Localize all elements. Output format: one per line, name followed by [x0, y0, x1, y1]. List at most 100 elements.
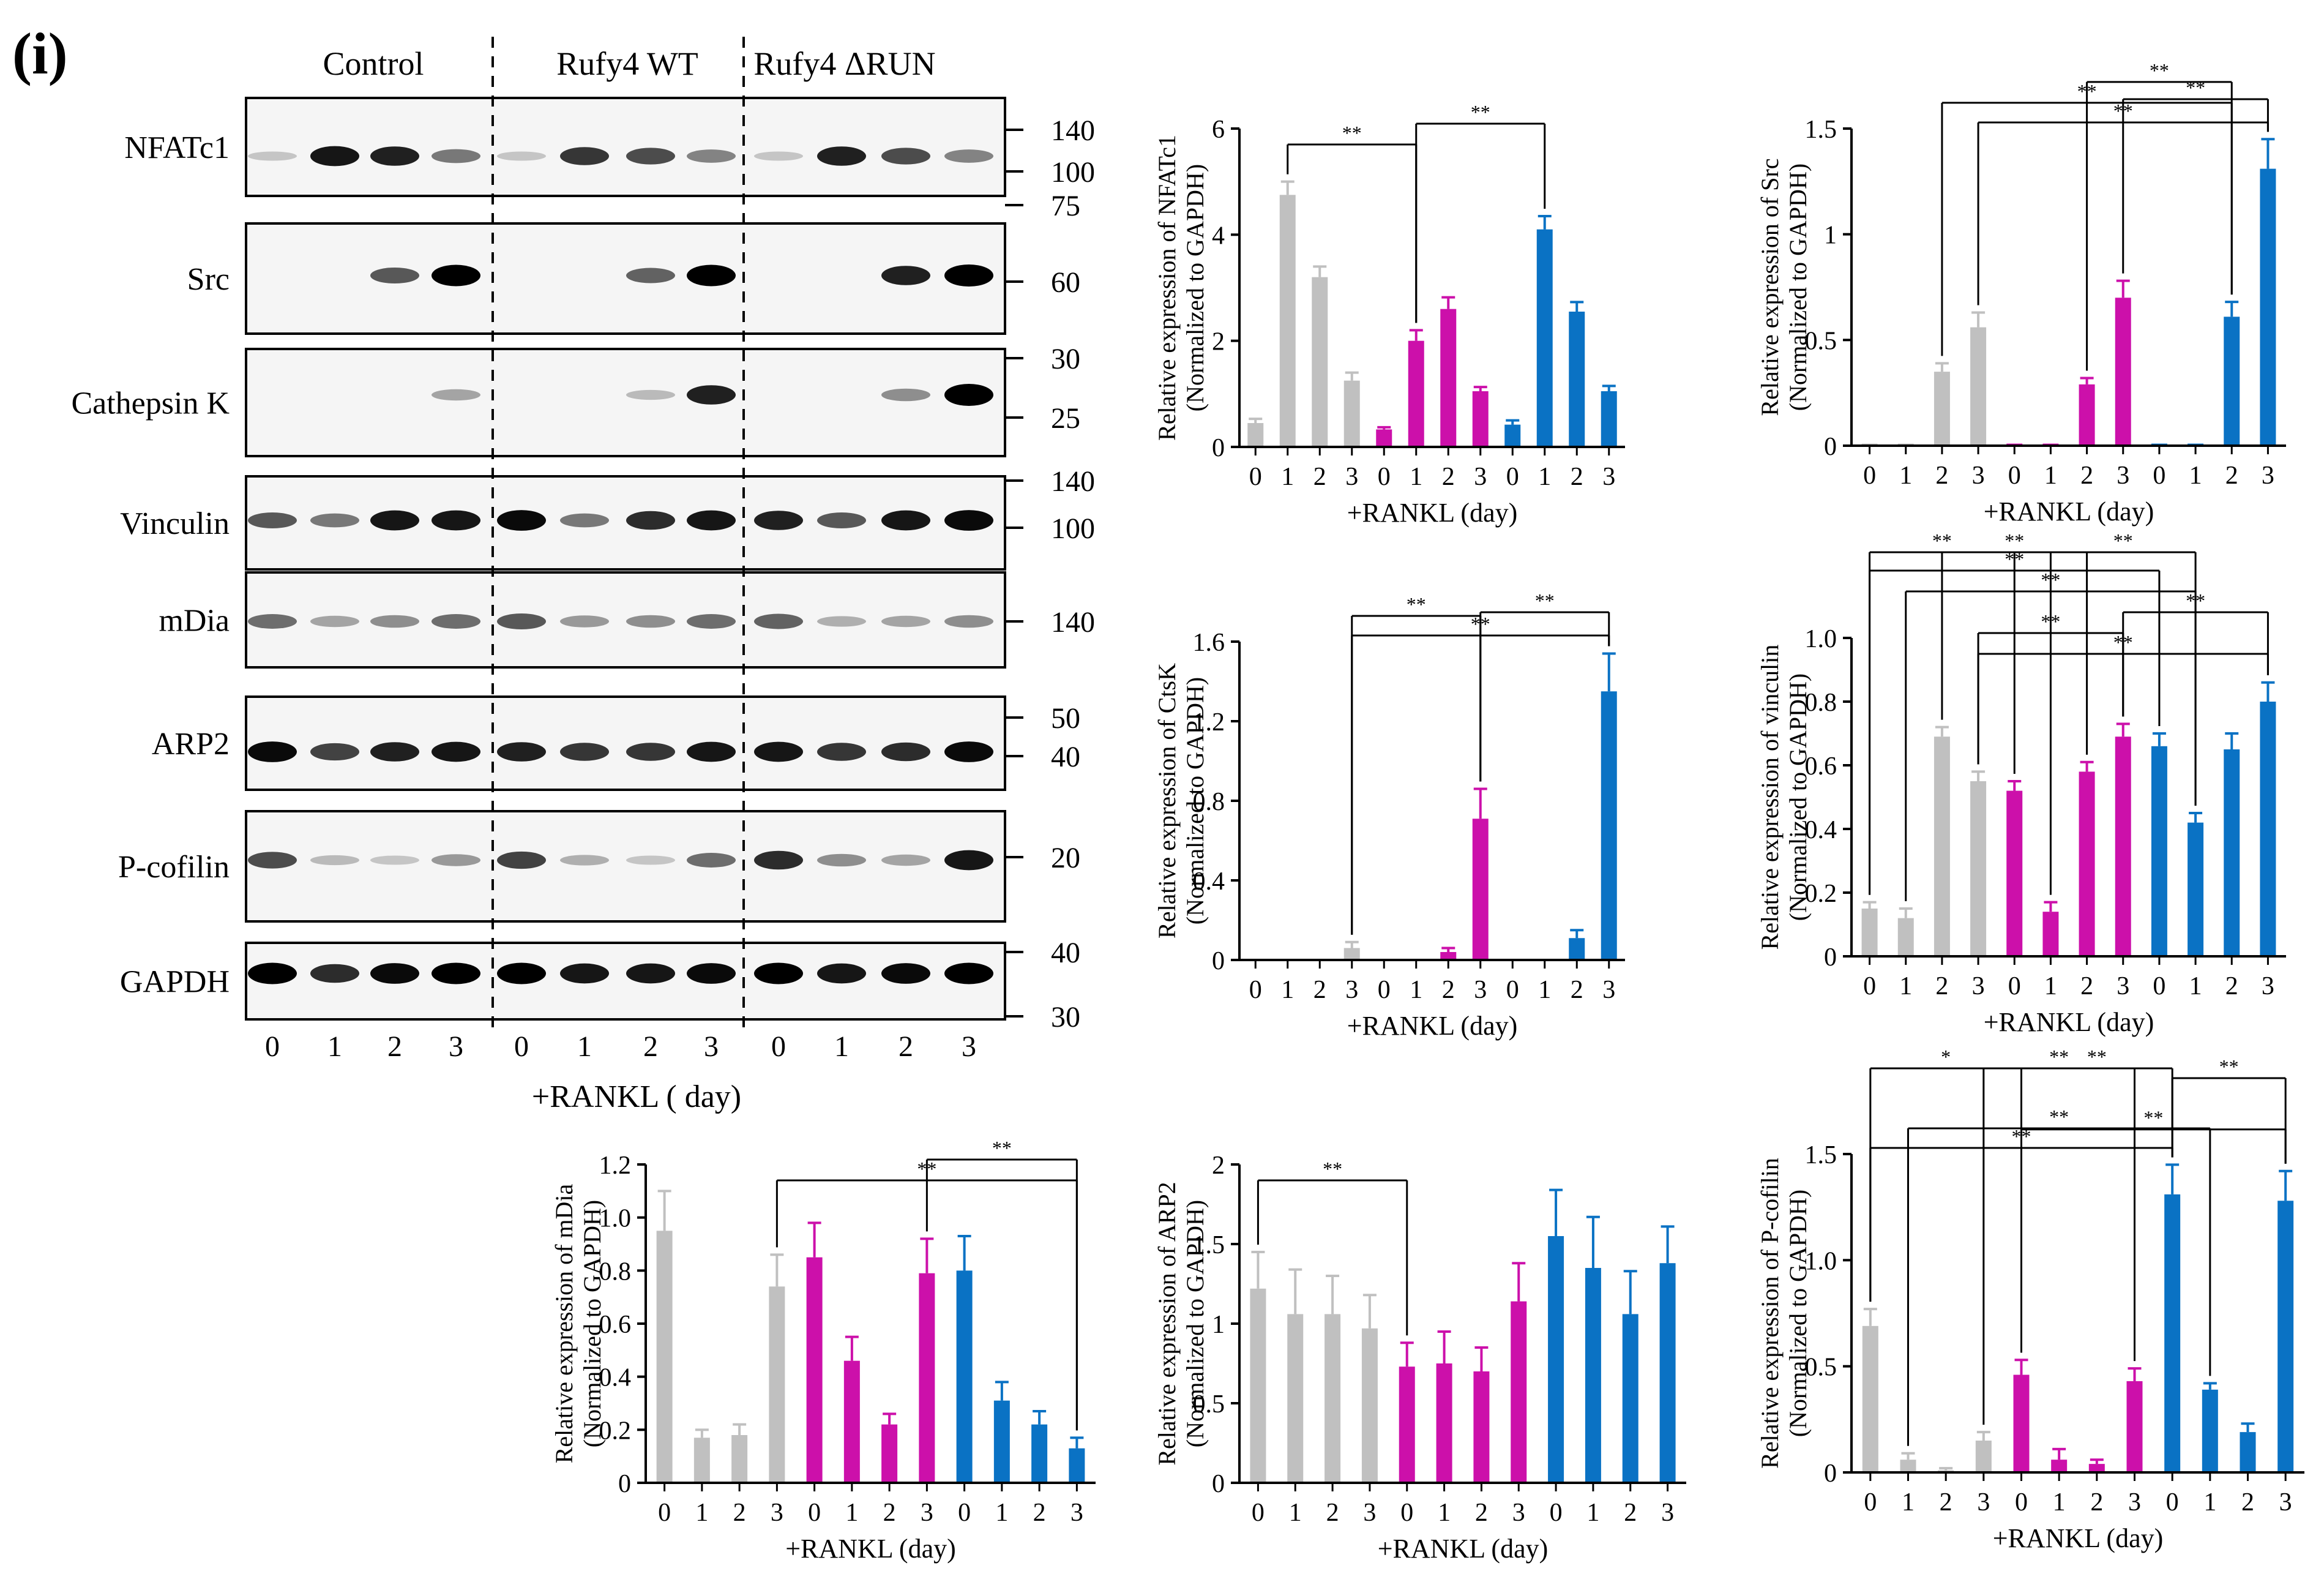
- x-tick-label: 1: [2203, 1488, 2216, 1516]
- blot-band: [370, 855, 419, 865]
- y-axis-label-sub: (Normalized to GAPDH): [1784, 673, 1812, 921]
- bar: [1862, 1325, 1878, 1472]
- y-tick-label: 0.8: [599, 1258, 632, 1286]
- blot-band: [687, 853, 736, 868]
- blot-band: [817, 512, 866, 529]
- bar: [1361, 1328, 1378, 1483]
- x-tick-label: 2: [2080, 462, 2093, 490]
- bar: [1031, 1424, 1048, 1483]
- marker-label: 60: [1051, 266, 1080, 299]
- bar: [2260, 168, 2276, 446]
- bar: [806, 1257, 823, 1483]
- blot-band: [248, 151, 297, 161]
- x-tick-label: 1: [2044, 972, 2057, 1000]
- blot-band: [944, 615, 993, 628]
- x-tick-label: 0: [1863, 972, 1876, 1000]
- x-tick-label: 3: [1345, 463, 1358, 491]
- x-tick-label: 1: [2189, 462, 2202, 490]
- bar: [1659, 1263, 1676, 1483]
- blot-band: [881, 615, 930, 628]
- chart-3: 00.40.81.21.60 1 2 3 0 1 2 3 0 1 2 3+RANKL (day)Rel…: [1153, 590, 1625, 1041]
- x-tick-label: 2: [2080, 972, 2093, 1000]
- blot-band: [370, 742, 419, 762]
- y-tick-label: 0.6: [599, 1311, 632, 1339]
- bar: [1970, 327, 1987, 446]
- x-tick-label: 1: [995, 1499, 1008, 1527]
- y-tick-label: 0.2: [599, 1417, 632, 1445]
- x-tick-label: 3: [2117, 972, 2129, 1000]
- blot-lane-label: 2: [387, 1030, 402, 1063]
- blot-band: [687, 510, 736, 531]
- x-tick-label: 0: [1249, 976, 1262, 1004]
- bar: [1312, 277, 1328, 447]
- x-tick-label: 1: [695, 1499, 708, 1527]
- y-tick-label: 0.4: [1193, 868, 1225, 896]
- x-tick-label: 0: [1506, 463, 1519, 491]
- x-axis-label: +RANKL (day): [1378, 1534, 1549, 1564]
- blot-membrane: [245, 695, 1006, 791]
- x-tick-label: 0: [1506, 976, 1519, 1004]
- blot-lane-label: 2: [899, 1030, 913, 1063]
- marker-label: 100: [1051, 156, 1095, 189]
- y-axis-label-sub: (Normalized to GAPDH): [1181, 677, 1209, 924]
- x-tick-label: 2: [1442, 463, 1455, 491]
- x-tick-label: 2: [1571, 463, 1583, 491]
- significance-label: **: [2186, 77, 2205, 99]
- blot-band: [626, 511, 675, 530]
- x-tick-label: 2: [1326, 1499, 1339, 1527]
- bar: [1376, 429, 1392, 447]
- blot-band: [432, 510, 480, 531]
- x-tick-label: 0: [1550, 1499, 1563, 1527]
- blot-lane-label: 1: [577, 1030, 592, 1063]
- x-tick-label: 1: [1289, 1499, 1302, 1527]
- bar: [1585, 1268, 1601, 1483]
- blot-band: [817, 743, 866, 761]
- y-tick-label: 0: [1824, 943, 1837, 972]
- bar: [993, 1400, 1010, 1483]
- bar: [731, 1435, 748, 1483]
- y-tick-label: 0: [1824, 433, 1837, 461]
- bar: [1069, 1448, 1085, 1483]
- blot-band: [754, 511, 803, 530]
- x-tick-label: 1: [2044, 462, 2057, 490]
- y-tick-label: 1.6: [1193, 629, 1225, 657]
- blot-band: [881, 510, 930, 531]
- x-axis-label: +RANKL (day): [1984, 497, 2154, 527]
- x-tick-label: 0: [2166, 1488, 2179, 1516]
- blot-protein-label: Vinculin: [120, 506, 230, 541]
- blot-row-src: Src 60: [187, 222, 1080, 335]
- x-tick-label: 2: [1940, 1488, 1952, 1516]
- significance-label: **: [2087, 1046, 2107, 1068]
- x-tick-label: 0: [658, 1499, 671, 1527]
- blot-band: [432, 389, 480, 401]
- y-axis-label-sub: (Normalized to GAPDH): [1181, 1200, 1209, 1447]
- bar: [2224, 749, 2240, 956]
- bar: [1622, 1314, 1638, 1483]
- x-tick-label: 3: [1972, 462, 1985, 490]
- y-axis-label: Relative expression of P-cofilin: [1756, 1158, 1784, 1469]
- significance-label: **: [2143, 1107, 2163, 1129]
- blot-band: [626, 148, 675, 165]
- x-tick-label: 1: [1899, 972, 1912, 1000]
- y-tick-label: 6: [1212, 116, 1225, 144]
- bar: [1900, 1460, 1916, 1472]
- y-axis-label-sub: (Normalized to GAPDH): [1784, 163, 1812, 411]
- blot-band: [248, 512, 297, 529]
- bar: [2224, 317, 2240, 446]
- blot-band: [432, 962, 480, 984]
- blot-band: [248, 741, 297, 762]
- x-tick-label: 1: [1410, 976, 1422, 1004]
- bar: [1536, 229, 1553, 447]
- bar: [1569, 938, 1585, 960]
- x-tick-label: 3: [2128, 1488, 2141, 1516]
- blot-band: [310, 743, 359, 761]
- y-axis-label: Relative expression of vinculin: [1756, 645, 1784, 950]
- marker-label: 75: [1051, 190, 1080, 222]
- x-tick-label: 1: [1899, 462, 1912, 490]
- blot-protein-label: GAPDH: [120, 965, 230, 1000]
- blot-band: [497, 510, 546, 531]
- bar: [693, 1438, 710, 1483]
- x-tick-label: 2: [2225, 462, 2238, 490]
- bar: [1472, 819, 1489, 960]
- x-tick-label: 2: [2241, 1488, 2254, 1516]
